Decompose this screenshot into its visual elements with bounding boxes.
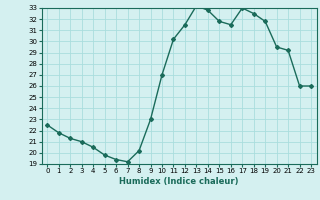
- X-axis label: Humidex (Indice chaleur): Humidex (Indice chaleur): [119, 177, 239, 186]
